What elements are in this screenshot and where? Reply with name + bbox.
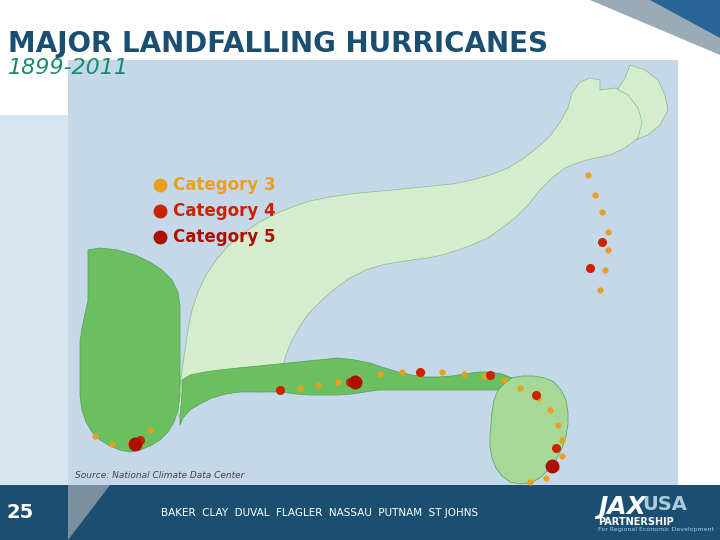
Text: Category 3: Category 3 xyxy=(173,176,276,194)
Bar xyxy=(590,485,720,540)
Text: BAKER  CLAY  DUVAL  FLAGLER  NASSAU  PUTNAM  ST JOHNS: BAKER CLAY DUVAL FLAGLER NASSAU PUTNAM S… xyxy=(161,508,479,518)
Polygon shape xyxy=(68,485,110,540)
Text: Source: National Climate Data Center: Source: National Climate Data Center xyxy=(75,471,244,480)
Bar xyxy=(0,485,720,540)
Polygon shape xyxy=(180,358,512,425)
Bar xyxy=(0,115,68,485)
Text: Category 5: Category 5 xyxy=(173,228,276,246)
Text: Category 4: Category 4 xyxy=(173,202,276,220)
Text: JAX: JAX xyxy=(598,495,646,519)
Polygon shape xyxy=(178,78,642,418)
Polygon shape xyxy=(490,376,568,484)
Polygon shape xyxy=(605,65,668,140)
Text: For Regional Economic Development: For Regional Economic Development xyxy=(598,527,714,532)
Text: PARTNERSHIP: PARTNERSHIP xyxy=(598,517,674,527)
Text: 25: 25 xyxy=(6,503,34,523)
Text: MAJOR LANDFALLING HURRICANES: MAJOR LANDFALLING HURRICANES xyxy=(8,30,548,58)
Polygon shape xyxy=(650,0,720,38)
Polygon shape xyxy=(590,0,720,55)
Text: 1899-2011: 1899-2011 xyxy=(8,58,129,78)
Text: USA: USA xyxy=(642,495,687,514)
Bar xyxy=(68,60,678,485)
Polygon shape xyxy=(80,248,180,452)
